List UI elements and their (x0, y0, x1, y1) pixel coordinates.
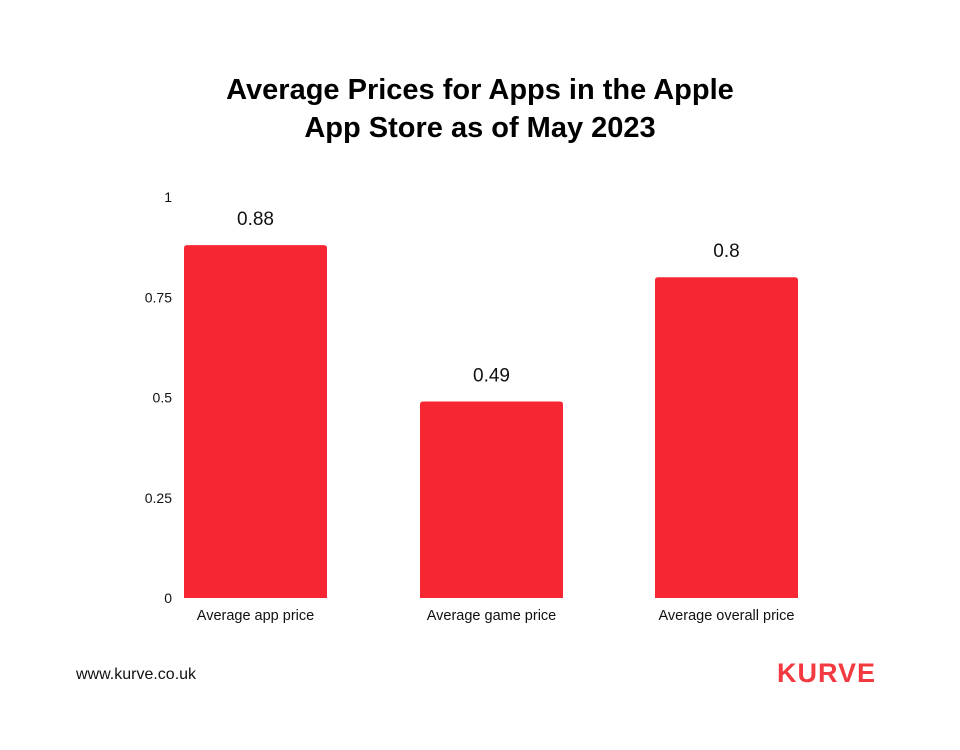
bar (184, 245, 327, 598)
y-tick-label: 1 (164, 189, 172, 205)
y-tick-label: 0.5 (153, 390, 173, 406)
y-tick-label: 0.75 (145, 289, 172, 305)
data-label: 0.49 (473, 366, 510, 387)
data-label: 0.8 (713, 241, 739, 262)
data-label: 0.88 (237, 209, 274, 230)
y-tick-label: 0.25 (145, 490, 172, 506)
website-url: www.kurve.co.uk (76, 666, 197, 683)
x-tick-label: Average game price (427, 608, 557, 624)
x-tick-label: Average app price (197, 608, 314, 624)
y-tick-label: 0 (164, 590, 172, 606)
chart-title-line-1: Average Prices for Apps in the Apple (226, 74, 734, 106)
kurve-logo: KURVE (777, 658, 877, 688)
x-tick-label: Average overall price (659, 608, 795, 624)
chart-title-line-2: App Store as of May 2023 (304, 112, 656, 144)
bar (655, 277, 798, 598)
bar (420, 401, 563, 598)
